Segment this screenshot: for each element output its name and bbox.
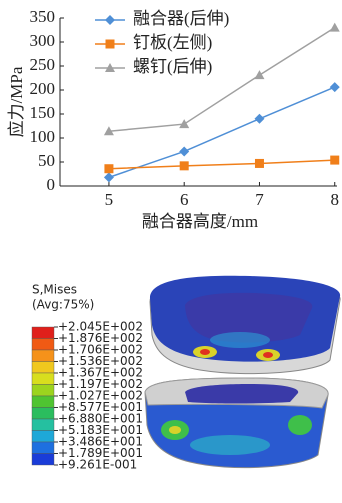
legend-label: 融合器(后伸) xyxy=(133,9,229,28)
contour-swatch xyxy=(32,385,54,397)
marker xyxy=(330,156,339,165)
y-tick-label: 200 xyxy=(30,79,56,98)
contour-label: +9.261E-001 xyxy=(58,458,137,472)
marker xyxy=(255,159,264,168)
contour-swatch xyxy=(32,327,54,339)
marker xyxy=(104,172,114,182)
contour-swatch xyxy=(32,339,54,351)
x-tick-label: 8 xyxy=(330,190,339,209)
contour-subtitle: (Avg:75%) xyxy=(32,298,94,312)
marker xyxy=(254,70,264,79)
contour-swatch xyxy=(32,442,54,454)
fea-model-bottom xyxy=(145,378,328,468)
y-tick-label: 300 xyxy=(30,31,56,50)
y-tick-label: 250 xyxy=(30,55,56,74)
fea-model-top xyxy=(150,276,340,374)
contour-swatch xyxy=(32,350,54,362)
marker xyxy=(105,15,115,25)
legend-label: 钉板(左侧) xyxy=(133,33,212,52)
marker xyxy=(180,161,189,170)
marker xyxy=(179,119,189,128)
y-tick-label: 350 xyxy=(30,7,56,26)
contour-swatch xyxy=(32,454,54,466)
marker xyxy=(330,82,340,92)
y-tick-label: 150 xyxy=(30,103,56,122)
contour-swatch xyxy=(32,362,54,374)
x-tick-label: 6 xyxy=(180,190,189,209)
x-tick-label: 7 xyxy=(255,190,264,209)
page: 应力/MPa 融合器高度/mm S,Mises (Avg:75%) 0 50 100… xyxy=(0,0,342,503)
x-tick-label: 5 xyxy=(105,190,114,209)
line xyxy=(109,87,335,177)
marker xyxy=(104,164,113,173)
contour-swatch xyxy=(32,396,54,408)
line xyxy=(109,160,335,169)
marker xyxy=(330,23,340,32)
legend-label: 螺钉(后伸) xyxy=(133,57,212,76)
y-tick-label: 50 xyxy=(38,151,55,170)
figure: 应力/MPa 融合器高度/mm S,Mises (Avg:75%) 0 50 100… xyxy=(0,0,342,503)
y-tick-label: 0 xyxy=(47,175,56,194)
marker xyxy=(106,40,115,49)
marker xyxy=(254,114,264,124)
contour-swatch xyxy=(32,373,54,385)
contour-swatch xyxy=(32,408,54,420)
x-axis-label: 融合器高度/mm xyxy=(142,212,258,231)
contour-swatch xyxy=(32,431,54,443)
contour-swatch xyxy=(32,419,54,431)
marker xyxy=(179,146,189,156)
contour-title: S,Mises xyxy=(32,283,77,297)
y-axis-label: 应力/MPa xyxy=(7,66,26,137)
y-tick-label: 100 xyxy=(30,127,56,146)
